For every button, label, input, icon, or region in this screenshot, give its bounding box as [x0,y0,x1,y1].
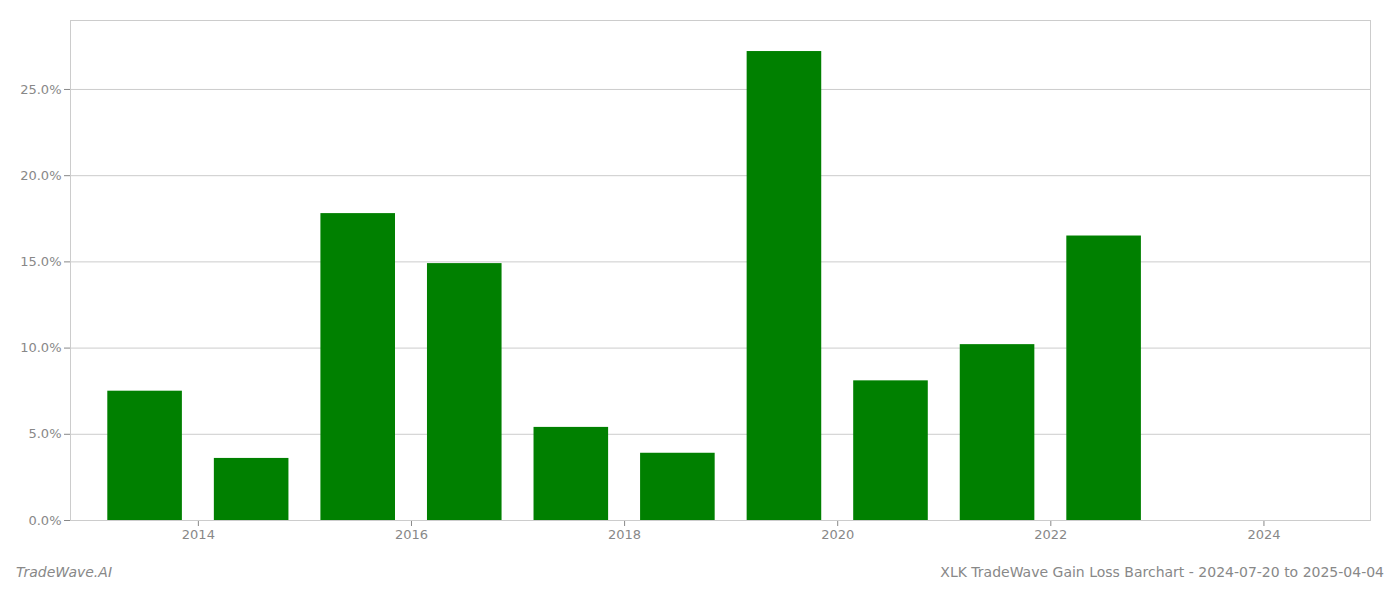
svg-text:2020: 2020 [821,527,854,542]
html-text:XLK TradeWave Gain Loss Barcha: XLK TradeWave Gain Loss Barchart - 2024-… [940,564,1384,580]
svg-text:0.0%: 0.0% [28,513,61,528]
svg-text:25.0%: 25.0% [20,82,61,97]
svg-text:15.0%: 15.0% [20,254,61,269]
svg-text:2024: 2024 [1247,527,1280,542]
svg-text:2018: 2018 [608,527,641,542]
svg-text:2014: 2014 [182,527,215,542]
svg-text:2016: 2016 [395,527,428,542]
svg-text:10.0%: 10.0% [20,340,61,355]
svg-text:5.0%: 5.0% [28,426,61,441]
svg-text:2022: 2022 [1034,527,1067,542]
html-text:TradeWave.AI: TradeWave.AI [16,564,112,580]
svg-text:20.0%: 20.0% [20,168,61,183]
